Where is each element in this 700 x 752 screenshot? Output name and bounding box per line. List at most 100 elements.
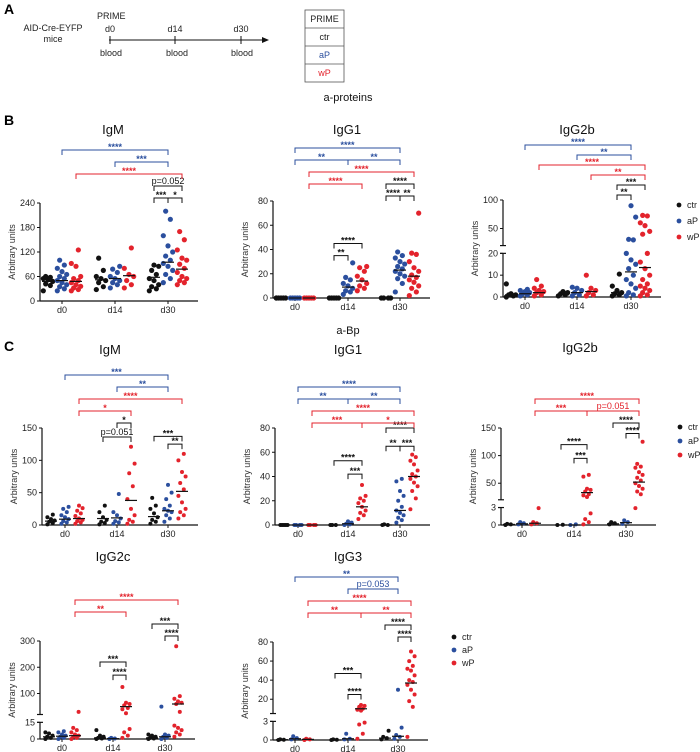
bracket-line (560, 444, 588, 450)
legend-marker (676, 218, 682, 224)
significance-label: * (122, 415, 126, 425)
series-aP (59, 482, 174, 526)
significance-label: **** (386, 188, 401, 198)
data-point (408, 507, 413, 512)
data-point (633, 506, 638, 511)
data-point (397, 259, 403, 265)
y-tick-label: 60 (258, 220, 268, 230)
data-point (630, 292, 636, 298)
data-point (174, 730, 179, 735)
legend-item-ctr: ctr (451, 632, 472, 642)
significance-label: **** (340, 140, 355, 150)
significance-bracket: *** (399, 438, 415, 452)
significance-label: * (386, 415, 390, 425)
data-point (531, 285, 537, 291)
bracket-line (524, 144, 632, 150)
data-point (131, 273, 137, 280)
data-point (569, 284, 575, 290)
data-point (120, 707, 125, 712)
data-point (57, 273, 63, 280)
data-point (127, 517, 132, 522)
data-point (588, 511, 593, 516)
significance-bracket: **** (384, 617, 412, 630)
bracket-line (334, 672, 362, 679)
legend-item-wP: wP (677, 450, 700, 460)
data-point (576, 292, 582, 298)
data-point (628, 281, 634, 287)
data-point (411, 279, 417, 285)
x-tick-label: d14 (340, 302, 355, 312)
significance-bracket: **** (112, 667, 127, 681)
data-point (116, 491, 121, 496)
data-point (415, 484, 420, 489)
data-point (73, 282, 79, 288)
bracket-line (360, 612, 412, 618)
data-point (49, 517, 53, 522)
significance-bracket: ** (576, 147, 632, 160)
data-point (153, 519, 158, 524)
data-point (125, 521, 130, 526)
legends: ctr aP wP ctr aP wP ctr aP wP (451, 200, 700, 668)
legend-label: ctr (688, 422, 698, 432)
data-point (362, 720, 367, 725)
y-axis-label: Arbitrary units (7, 662, 17, 718)
panel-label-a: A (4, 1, 14, 17)
legend-label: wP (686, 232, 700, 242)
series-aP (56, 704, 171, 741)
significance-bracket: **** (307, 593, 412, 606)
data-point (76, 709, 81, 714)
significance-label: **** (356, 403, 371, 413)
group-table-row-ap: aP (319, 50, 330, 60)
data-point (148, 521, 153, 526)
data-point (406, 292, 412, 299)
significance-bracket: *** (311, 415, 363, 428)
legend-marker (676, 202, 682, 208)
significance-label: *** (332, 415, 343, 425)
significance-label: *** (575, 450, 586, 460)
data-point (156, 263, 162, 269)
data-point (346, 519, 350, 524)
x-tick-label: d14 (340, 529, 355, 539)
significance-label: **** (123, 391, 138, 401)
legend: ctr aP wP (677, 422, 700, 460)
data-point (640, 439, 645, 444)
data-point (68, 260, 74, 267)
data-point (177, 228, 183, 235)
data-point (361, 268, 367, 274)
bracket-line (347, 693, 362, 700)
y-tick-label: 0 (263, 293, 268, 303)
data-point (398, 489, 402, 494)
data-point (642, 223, 648, 229)
bracket-line (294, 147, 401, 153)
data-point (71, 725, 76, 730)
data-point (412, 480, 416, 485)
data-point (73, 513, 78, 518)
significance-bracket: **** (78, 391, 183, 404)
data-point (59, 280, 65, 286)
data-point (64, 520, 69, 525)
data-point (172, 734, 177, 739)
y-tick-label: 40 (260, 472, 270, 482)
data-point (61, 506, 66, 511)
timepoint-d30: d30 blood (231, 24, 253, 58)
data-point (398, 510, 402, 515)
data-point (111, 510, 116, 515)
y-tick-label: 50 (27, 488, 37, 498)
data-point (103, 277, 109, 284)
data-point (638, 478, 643, 483)
data-point (172, 723, 177, 728)
series-wP (68, 228, 190, 294)
chart-igg2b-5: IgG2b Arbitrary units 0 3 50 100 150 d0 d14 d30 **… (468, 340, 656, 539)
significance-label: ** (382, 605, 390, 615)
significance-bracket: **** (297, 379, 401, 392)
group-table-header: PRIME (310, 14, 339, 24)
data-point (647, 287, 653, 294)
data-point (78, 273, 84, 280)
significance-label: **** (393, 420, 408, 430)
significance-label: *** (350, 466, 361, 476)
data-point (64, 510, 69, 515)
significance-bracket: ** (294, 152, 349, 165)
data-point (410, 472, 415, 477)
legend-item-aP: aP (451, 645, 473, 655)
